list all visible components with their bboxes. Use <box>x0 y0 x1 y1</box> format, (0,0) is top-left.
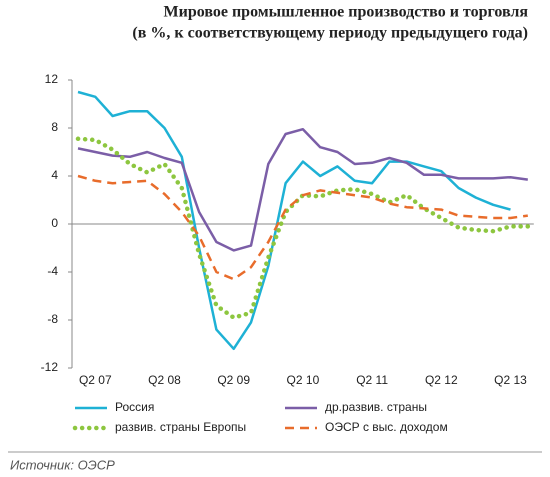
y-tick-label: 12 <box>45 72 59 86</box>
source: Источник: ОЭСР <box>10 457 115 472</box>
y-tick-label: -4 <box>47 264 58 278</box>
y-tick-label: 4 <box>51 168 58 182</box>
x-tick-label: Q2 11 <box>356 373 388 387</box>
series-line <box>77 90 511 351</box>
y-tick-label: -12 <box>41 360 59 374</box>
y-tick-label: 8 <box>51 120 58 134</box>
legend-label: Россия <box>115 400 154 414</box>
chart-title: Мировое промышленное производство и торг… <box>164 4 529 21</box>
x-tick-label: Q2 12 <box>425 373 458 387</box>
y-tick-label: -8 <box>47 312 58 326</box>
x-tick-label: Q2 07 <box>79 373 112 387</box>
legend-label: ОЭСР с выс. доходом <box>325 420 448 434</box>
x-tick-label: Q2 13 <box>494 373 527 387</box>
x-tick-label: Q2 10 <box>287 373 320 387</box>
series-line <box>75 136 531 320</box>
chart-subtitle: (в %, к соответствующему периоду предыду… <box>132 25 528 42</box>
legend-label: др.развив. страны <box>325 400 427 414</box>
x-tick-label: Q2 08 <box>148 373 181 387</box>
y-tick-label: 0 <box>51 216 58 230</box>
x-tick-label: Q2 09 <box>217 373 250 387</box>
series-line <box>77 127 528 252</box>
legend-label: развив. страны Европы <box>115 420 246 434</box>
series-line <box>77 174 528 281</box>
